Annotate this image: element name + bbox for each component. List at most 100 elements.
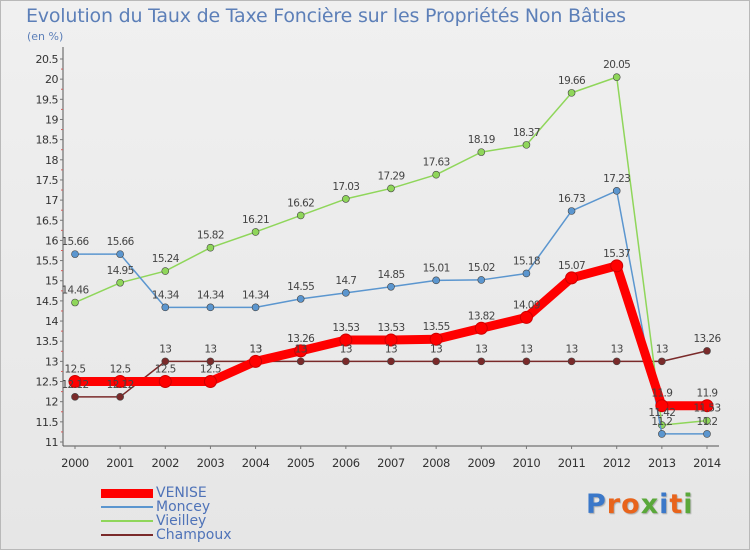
data-label-vieilley: 20.05 (603, 59, 630, 71)
data-label-moncey: 14.34 (242, 289, 270, 301)
data-point-champoux (342, 357, 350, 366)
data-label-champoux: 13 (204, 343, 216, 355)
data-point-vieilley (567, 89, 576, 97)
data-label-champoux: 13 (565, 343, 577, 355)
y-tick-label: 18 (45, 154, 58, 167)
data-point-moncey (71, 250, 79, 258)
data-point-vieilley (432, 170, 440, 179)
x-tick-label: 2005 (287, 456, 315, 470)
data-label-vieilley: 17.29 (377, 170, 404, 182)
x-tick-label: 2012 (603, 456, 631, 470)
data-label-moncey: 14.34 (152, 289, 180, 301)
data-point-venise (384, 333, 398, 347)
data-label-champoux: 13 (656, 343, 668, 355)
series-line-moncey (75, 190, 707, 435)
data-point-champoux (161, 357, 170, 366)
data-label-moncey: 15.18 (513, 255, 540, 267)
y-tick-label: 12 (45, 396, 58, 409)
legend-label: Champoux (156, 527, 232, 543)
data-point-venise (700, 399, 714, 413)
data-point-champoux (71, 393, 79, 401)
data-label-vieilley: 14.95 (107, 265, 134, 277)
data-point-moncey (116, 250, 124, 258)
legend-item-moncey: Moncey (101, 499, 301, 515)
data-point-moncey (251, 303, 260, 312)
data-label-champoux: 13 (340, 343, 352, 355)
data-point-moncey (703, 430, 711, 438)
data-label-champoux: 13 (295, 343, 307, 355)
data-label-vieilley: 11.53 (693, 403, 720, 415)
data-point-venise (655, 399, 669, 413)
data-label-venise: 15.07 (558, 260, 585, 272)
data-point-vieilley (296, 211, 305, 220)
data-point-vieilley (342, 195, 350, 203)
data-point-champoux (206, 357, 215, 366)
legend-label: Moncey (156, 499, 211, 515)
data-label-moncey: 15.66 (61, 236, 89, 248)
data-point-venise (429, 332, 443, 346)
data-point-venise (294, 344, 308, 358)
data-point-vieilley (251, 228, 260, 236)
data-label-venise: 13.82 (468, 310, 495, 322)
x-tick-label: 2004 (242, 456, 270, 470)
data-point-venise (113, 375, 127, 389)
data-label-venise: 12.5 (155, 364, 176, 376)
data-point-vieilley (522, 141, 531, 149)
data-label-moncey: 15.66 (107, 236, 135, 248)
data-label-moncey: 14.85 (377, 269, 404, 281)
data-point-venise (249, 354, 263, 368)
data-label-moncey: 16.73 (558, 193, 585, 205)
data-label-venise: 11.9 (651, 388, 672, 400)
data-label-venise: 12.5 (110, 364, 131, 376)
x-tick-label: 2013 (648, 456, 676, 470)
legend-label: Vieilley (156, 513, 207, 529)
data-label-venise: 11.9 (697, 388, 718, 400)
x-tick-label: 2000 (61, 456, 89, 470)
data-point-venise (610, 259, 624, 273)
data-label-venise: 14.09 (513, 299, 540, 311)
x-tick-label: 2001 (106, 456, 134, 470)
data-point-champoux (296, 357, 305, 366)
data-label-venise: 12.5 (65, 364, 86, 376)
data-point-moncey (387, 282, 395, 291)
data-point-venise (519, 310, 533, 324)
y-tick-label: 16.5 (36, 214, 59, 227)
x-tick-label: 2011 (558, 456, 586, 470)
y-tick-label: 11 (45, 436, 58, 449)
data-label-moncey: 17.23 (603, 173, 630, 185)
data-point-moncey (477, 276, 486, 284)
y-tick-label: 13 (45, 355, 58, 368)
logo-letter: x (640, 489, 660, 520)
y-tick-label: 15 (45, 275, 58, 288)
data-point-moncey (612, 187, 621, 195)
data-point-venise (68, 375, 82, 389)
y-tick-label: 17 (45, 194, 58, 207)
data-label-vieilley: 15.82 (197, 230, 224, 242)
x-tick-label: 2007 (377, 456, 405, 470)
x-tick-label: 2006 (332, 456, 360, 470)
data-label-champoux: 13 (611, 343, 623, 355)
data-label-champoux: 13 (385, 343, 397, 355)
y-tick-label: 20.5 (36, 53, 59, 66)
x-tick-label: 2003 (197, 456, 225, 470)
data-point-champoux (432, 357, 440, 366)
legend-item-vieilley: Vieilley (101, 513, 301, 529)
data-label-vieilley: 16.21 (242, 214, 269, 226)
data-label-moncey: 15.02 (468, 262, 495, 274)
data-label-venise: 13.55 (423, 321, 450, 333)
data-label-venise: 13.53 (377, 322, 404, 334)
data-label-vieilley: 15.24 (152, 253, 180, 265)
data-point-champoux (567, 357, 576, 366)
legend-swatch (101, 520, 153, 522)
y-tick-label: 15.5 (36, 255, 59, 268)
y-tick-label: 16 (45, 234, 58, 247)
data-point-champoux (612, 357, 621, 366)
x-tick-label: 2002 (151, 456, 179, 470)
x-tick-label: 2014 (693, 456, 721, 470)
data-label-vieilley: 18.19 (468, 134, 495, 146)
logo-letter: o (621, 489, 641, 520)
y-tick-label: 11.5 (36, 416, 59, 429)
data-point-venise (158, 375, 172, 389)
legend-swatch (101, 488, 153, 498)
